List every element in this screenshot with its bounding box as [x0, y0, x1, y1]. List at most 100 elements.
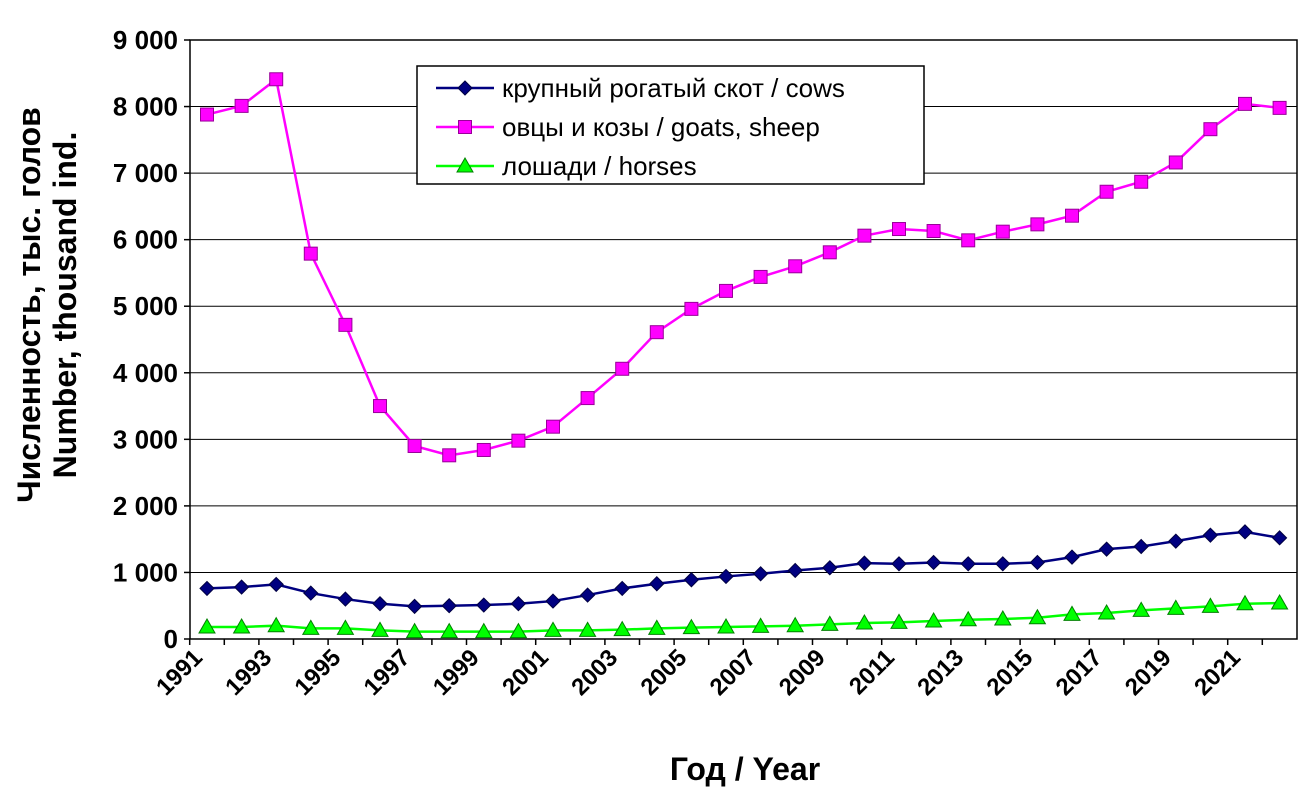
- legend-label: овцы и козы / goats, sheep: [502, 112, 820, 142]
- data-point-diamond: [406, 598, 423, 615]
- data-point-triangle: [405, 622, 424, 639]
- x-tick-label: 2009: [774, 644, 831, 701]
- data-point-triangle: [1270, 594, 1289, 610]
- data-point-triangle: [1132, 601, 1151, 617]
- data-point-triangle: [682, 618, 701, 635]
- data-point-square: [200, 107, 214, 122]
- data-point-triangle: [820, 615, 839, 631]
- data-point-square: [1099, 184, 1114, 199]
- x-tick-label: 2005: [635, 644, 692, 701]
- data-point-square: [442, 448, 457, 463]
- y-axis-title-line2: Number, thousand ind.: [47, 132, 83, 479]
- data-point-triangle: [890, 613, 908, 629]
- y-tick-label: 4 000: [113, 358, 178, 388]
- data-point-triangle: [198, 618, 216, 634]
- data-point-diamond: [1064, 549, 1080, 565]
- data-point-diamond: [579, 587, 596, 603]
- x-tick-label: 1993: [220, 644, 277, 701]
- data-point-triangle: [1097, 604, 1116, 620]
- data-point-diamond: [268, 576, 284, 593]
- data-point-diamond: [1098, 541, 1115, 557]
- data-point-triangle: [440, 622, 459, 639]
- data-point-square: [788, 259, 803, 274]
- y-tick-label: 6 000: [113, 225, 178, 255]
- data-point-square: [269, 72, 284, 87]
- data-point-triangle: [544, 621, 562, 637]
- data-point-square: [1134, 174, 1149, 189]
- data-point-diamond: [614, 580, 630, 597]
- data-point-square: [1272, 100, 1287, 115]
- data-point-diamond: [510, 596, 527, 612]
- data-point-triangle: [924, 612, 943, 628]
- data-point-square: [407, 438, 422, 453]
- y-tick-label: 2 000: [113, 491, 178, 521]
- data-point-triangle: [267, 616, 286, 633]
- x-tick-label: 2015: [981, 644, 1038, 701]
- x-tick-label: 1995: [289, 644, 346, 701]
- data-point-diamond: [441, 598, 457, 614]
- data-point-diamond: [1271, 530, 1288, 546]
- legend: крупный рогатый скот / cows овцы и козы /…: [416, 65, 925, 185]
- data-point-square: [961, 233, 976, 248]
- data-point-square: [926, 224, 941, 239]
- data-point-square: [1203, 122, 1218, 137]
- x-tick-label: 2003: [566, 644, 623, 701]
- data-point-square: [1030, 217, 1045, 232]
- y-tick-label: 5 000: [113, 291, 178, 321]
- x-tick-label: 2017: [1051, 644, 1108, 701]
- legend-box: [416, 65, 925, 185]
- data-point-triangle: [456, 156, 474, 173]
- data-point-triangle: [371, 621, 389, 637]
- data-point-diamond: [1237, 524, 1253, 540]
- axes: [184, 39, 1298, 645]
- data-point-square: [615, 361, 630, 376]
- y-axis-title-line1: Численность, тыс. голов: [11, 107, 47, 503]
- data-point-triangle: [474, 622, 493, 639]
- data-point-diamond: [1029, 554, 1046, 571]
- x-tick-labels: 1991 1993 1995 1997 1999 2001 2003 2005 2007 2009…: [151, 644, 1246, 701]
- x-tick-label: 2021: [1189, 644, 1246, 701]
- data-point-square: [684, 301, 699, 316]
- data-point-square: [1065, 208, 1079, 223]
- data-point-diamond: [925, 554, 942, 571]
- y-tick-labels: 0 1 000 2 000 3 000 4 000 5 000 6 000 7 000 8 00…: [113, 25, 178, 654]
- series-layer: [198, 72, 1289, 639]
- data-point-diamond: [1133, 538, 1149, 555]
- data-point-triangle: [647, 619, 666, 635]
- data-point-square: [649, 325, 664, 340]
- data-point-diamond: [822, 560, 838, 576]
- data-point-square: [995, 224, 1010, 239]
- legend-label: лошади / horses: [502, 151, 697, 181]
- series-line: [207, 601, 1280, 633]
- data-point-square: [857, 228, 872, 243]
- data-point-diamond: [545, 593, 561, 609]
- data-point-square: [338, 317, 353, 332]
- data-point-triangle: [1236, 594, 1254, 611]
- x-tick-label: 2007: [705, 644, 762, 701]
- data-point-square: [753, 269, 768, 284]
- data-point-square: [234, 98, 249, 113]
- data-point-triangle: [751, 617, 770, 633]
- x-tick-label: 1991: [151, 644, 208, 701]
- x-tick-label: 2001: [497, 644, 554, 701]
- data-point-diamond: [787, 562, 803, 579]
- data-point-diamond: [649, 576, 665, 592]
- x-tick-label: 1999: [428, 644, 485, 701]
- data-point-triangle: [509, 622, 528, 639]
- x-tick-label: 2013: [912, 644, 969, 701]
- data-point-diamond: [683, 572, 700, 588]
- data-point-diamond: [856, 555, 873, 571]
- x-tick-label: 2019: [1120, 644, 1177, 701]
- y-tick-label: 7 000: [113, 158, 178, 188]
- data-point-triangle: [1201, 597, 1220, 613]
- data-point-triangle: [613, 620, 632, 637]
- data-point-square: [580, 391, 595, 406]
- data-point-square: [546, 419, 560, 434]
- x-axis-title: Год / Year: [670, 751, 820, 787]
- data-point-diamond: [752, 566, 769, 582]
- data-point-square: [476, 442, 491, 457]
- data-point-diamond: [199, 580, 215, 597]
- data-point-diamond: [457, 80, 473, 96]
- data-point-diamond: [960, 556, 976, 572]
